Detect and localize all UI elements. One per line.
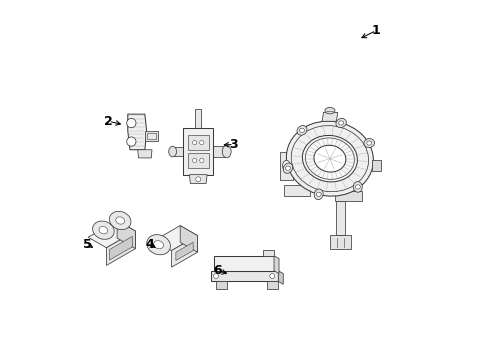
Polygon shape bbox=[371, 161, 381, 171]
Ellipse shape bbox=[338, 121, 343, 125]
Ellipse shape bbox=[109, 211, 131, 230]
Polygon shape bbox=[88, 220, 135, 248]
Polygon shape bbox=[187, 153, 208, 168]
Polygon shape bbox=[171, 235, 197, 267]
Polygon shape bbox=[189, 175, 207, 184]
Polygon shape bbox=[263, 250, 273, 256]
Ellipse shape bbox=[92, 221, 114, 239]
Ellipse shape bbox=[153, 241, 163, 249]
Ellipse shape bbox=[313, 145, 345, 172]
Circle shape bbox=[126, 137, 136, 146]
Polygon shape bbox=[144, 131, 158, 141]
Ellipse shape bbox=[302, 135, 357, 182]
Polygon shape bbox=[109, 236, 132, 260]
Circle shape bbox=[192, 140, 196, 145]
Text: 2: 2 bbox=[104, 115, 113, 128]
Polygon shape bbox=[283, 185, 310, 196]
Polygon shape bbox=[273, 256, 279, 274]
Ellipse shape bbox=[299, 128, 304, 132]
Ellipse shape bbox=[116, 217, 124, 224]
Circle shape bbox=[269, 274, 274, 279]
Polygon shape bbox=[146, 133, 155, 139]
Polygon shape bbox=[183, 129, 213, 175]
Text: 1: 1 bbox=[371, 24, 380, 37]
Circle shape bbox=[199, 140, 203, 145]
Ellipse shape bbox=[355, 185, 360, 189]
Polygon shape bbox=[322, 112, 337, 121]
Polygon shape bbox=[127, 114, 146, 150]
Ellipse shape bbox=[283, 163, 292, 173]
Text: 6: 6 bbox=[213, 264, 222, 277]
Ellipse shape bbox=[99, 226, 107, 234]
Ellipse shape bbox=[335, 118, 346, 127]
Polygon shape bbox=[335, 191, 361, 201]
Ellipse shape bbox=[146, 235, 170, 255]
Polygon shape bbox=[278, 271, 283, 284]
Polygon shape bbox=[280, 152, 292, 180]
Polygon shape bbox=[195, 109, 201, 129]
Polygon shape bbox=[187, 135, 208, 150]
Text: 4: 4 bbox=[145, 238, 154, 251]
Polygon shape bbox=[138, 150, 152, 158]
Polygon shape bbox=[106, 231, 135, 265]
Polygon shape bbox=[329, 235, 350, 249]
Polygon shape bbox=[266, 282, 277, 288]
Circle shape bbox=[195, 177, 200, 182]
Circle shape bbox=[213, 274, 218, 279]
Polygon shape bbox=[336, 201, 344, 235]
Text: 5: 5 bbox=[82, 238, 91, 251]
Ellipse shape bbox=[366, 141, 371, 145]
Polygon shape bbox=[174, 147, 183, 156]
Ellipse shape bbox=[222, 145, 231, 158]
Ellipse shape bbox=[316, 192, 321, 197]
Ellipse shape bbox=[282, 161, 290, 171]
Ellipse shape bbox=[285, 166, 290, 170]
Ellipse shape bbox=[296, 126, 306, 135]
Ellipse shape bbox=[168, 146, 176, 157]
Circle shape bbox=[126, 118, 136, 128]
Ellipse shape bbox=[286, 121, 373, 196]
Ellipse shape bbox=[353, 181, 362, 192]
Polygon shape bbox=[176, 242, 193, 261]
Polygon shape bbox=[210, 271, 278, 282]
Ellipse shape bbox=[363, 139, 374, 148]
Polygon shape bbox=[154, 226, 197, 251]
Ellipse shape bbox=[313, 189, 323, 199]
Circle shape bbox=[192, 158, 196, 163]
Circle shape bbox=[199, 158, 203, 163]
Polygon shape bbox=[117, 220, 135, 249]
Text: 3: 3 bbox=[229, 138, 238, 151]
Ellipse shape bbox=[324, 107, 334, 114]
Polygon shape bbox=[180, 226, 197, 252]
Polygon shape bbox=[213, 146, 224, 157]
Polygon shape bbox=[214, 256, 273, 271]
Polygon shape bbox=[216, 282, 226, 288]
